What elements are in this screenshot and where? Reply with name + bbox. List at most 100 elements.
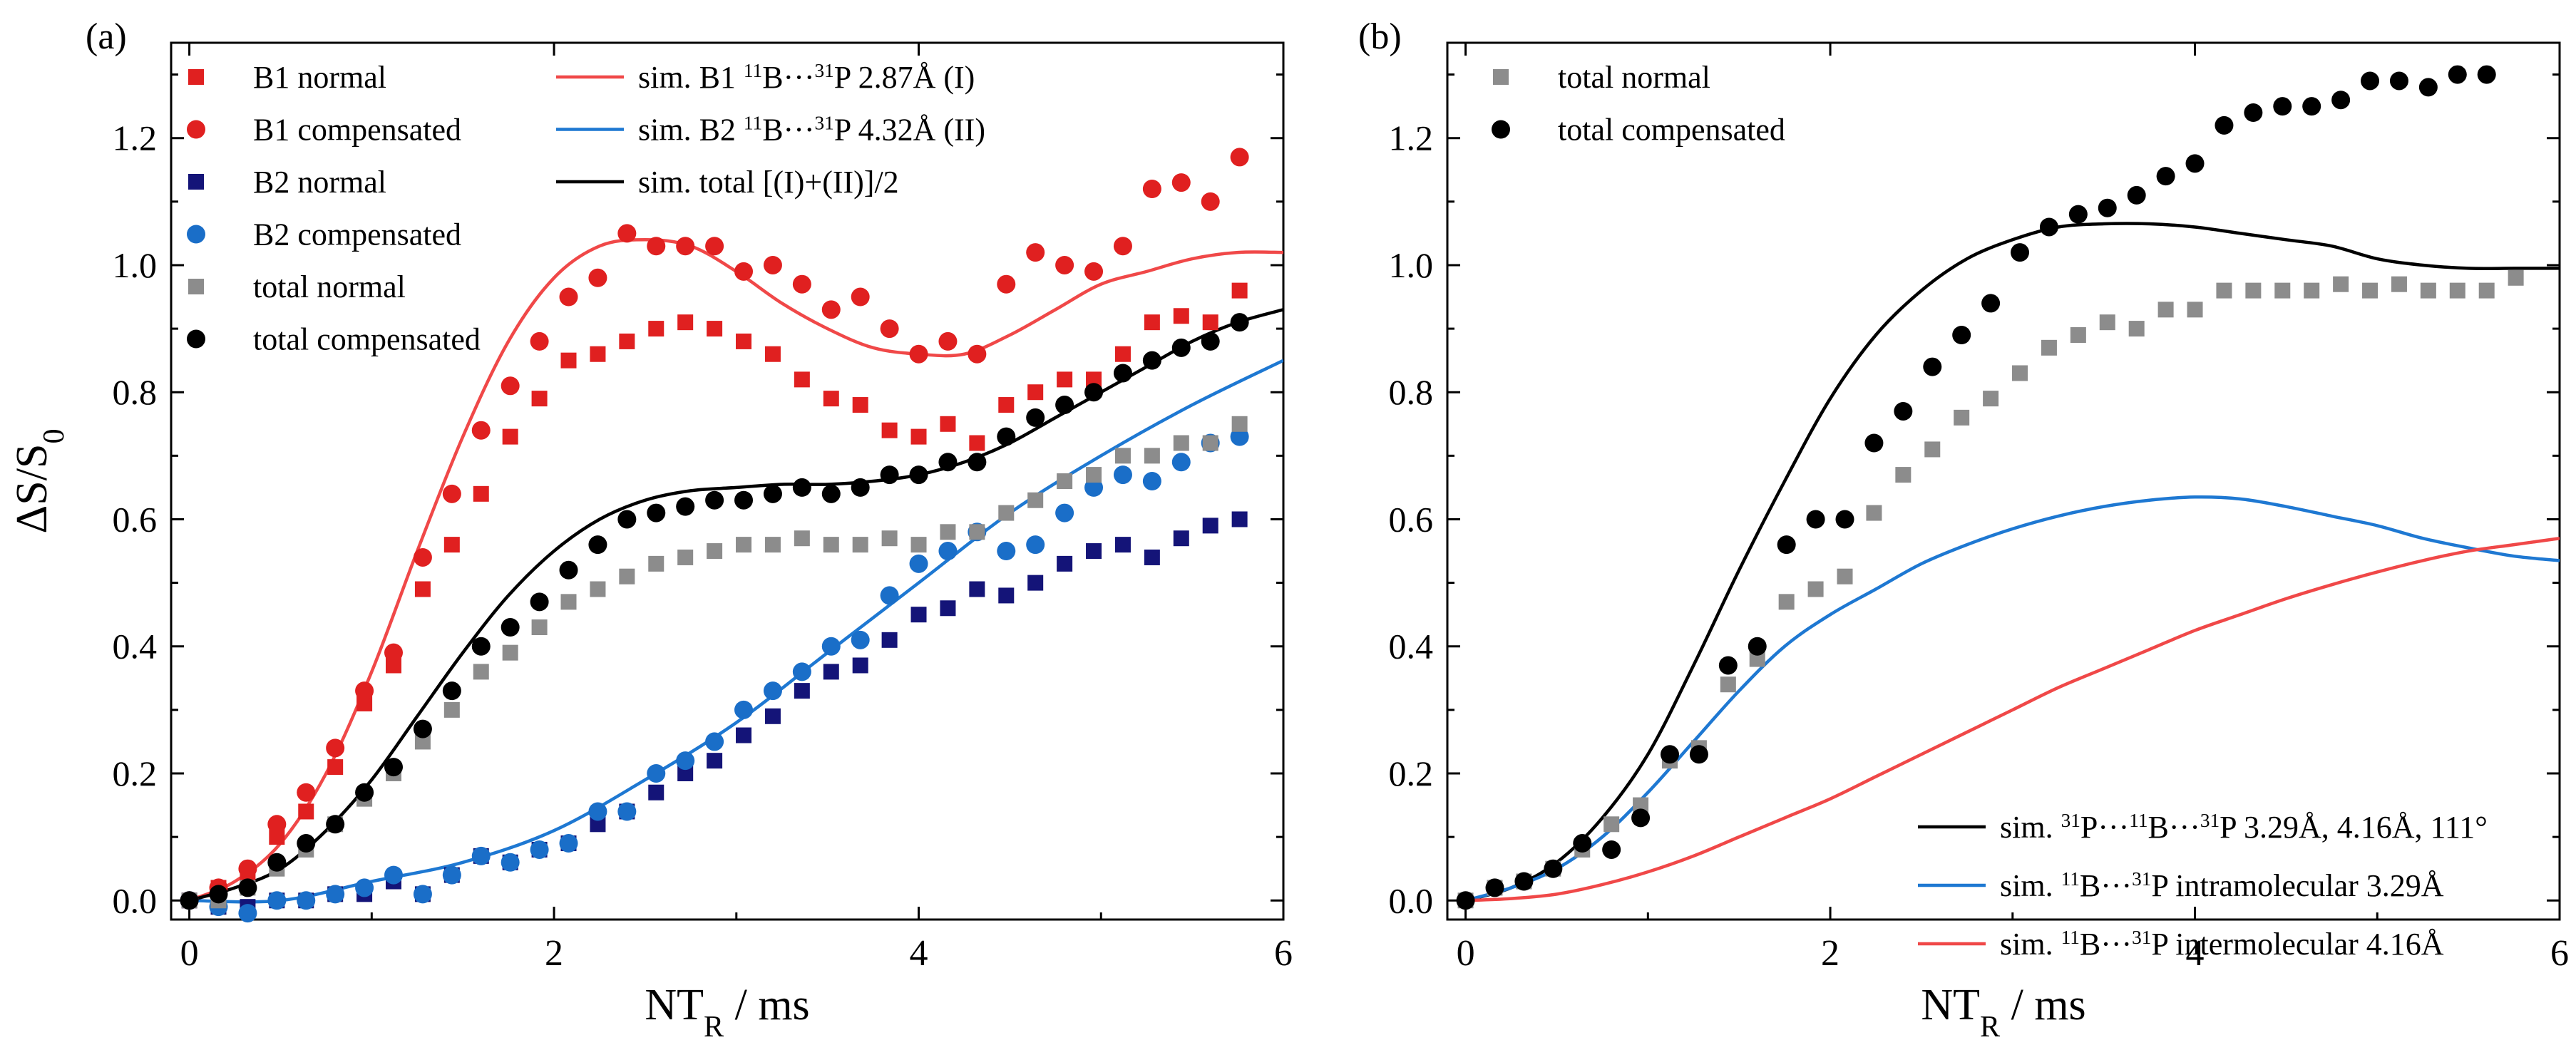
marker-B2-normal xyxy=(1057,555,1073,572)
marker-B1-normal xyxy=(736,333,752,349)
marker-total-compensated xyxy=(2068,205,2088,224)
marker-B1-normal xyxy=(969,435,985,451)
marker-total-normal xyxy=(560,594,577,610)
marker-B1-normal xyxy=(414,581,431,597)
marker-B1-normal xyxy=(590,346,606,362)
marker-total-normal xyxy=(2187,302,2203,318)
marker-total-compensated xyxy=(1689,745,1708,764)
marker-total-compensated xyxy=(180,891,199,910)
marker-total-compensated xyxy=(297,834,316,853)
legend-label: B2 normal xyxy=(253,165,386,200)
marker-total-compensated xyxy=(997,427,1016,446)
marker-total-normal xyxy=(2391,276,2407,292)
marker-B1-compensated xyxy=(1201,192,1220,211)
marker-total-compensated xyxy=(2331,91,2351,110)
marker-B1-compensated xyxy=(384,643,403,662)
y-tick-label: 0.4 xyxy=(113,627,158,666)
marker-total-compensated xyxy=(1661,745,1679,764)
chart-panel-b: 0 2 4 6 0.0 0.2 0.4 0.6 0.8 1.0 1.2 NTR / ms total n… xyxy=(1389,41,2569,1044)
marker-B1-compensated xyxy=(1026,243,1045,262)
marker-total-normal xyxy=(473,664,489,680)
marker-total-compensated xyxy=(880,465,899,485)
marker-B2-normal xyxy=(1144,549,1160,565)
marker-total-normal xyxy=(2128,321,2145,337)
marker-B1-normal xyxy=(852,397,868,413)
marker-total-normal xyxy=(1720,676,1736,693)
marker-total-normal xyxy=(2274,282,2291,299)
marker-total-compensated xyxy=(209,885,228,904)
marker-B2-compensated xyxy=(763,681,782,701)
marker-B1-compensated xyxy=(938,331,958,351)
marker-B2-compensated xyxy=(588,802,607,821)
marker-B1-compensated xyxy=(792,274,811,294)
y-tick-label: 0.4 xyxy=(1389,627,1434,666)
marker-B1-compensated xyxy=(851,287,870,307)
marker-B2-normal xyxy=(764,708,781,724)
marker-B1-normal xyxy=(386,657,401,674)
marker-total-normal xyxy=(414,733,431,750)
marker-total-normal xyxy=(1144,448,1160,464)
marker-B2-compensated xyxy=(442,865,461,885)
marker-total-normal xyxy=(910,537,927,553)
marker-total-compensated xyxy=(1142,351,1161,370)
marker-total-compensated xyxy=(909,465,928,485)
marker-B1-normal xyxy=(327,759,344,776)
x-tick-label: 4 xyxy=(2186,933,2205,974)
legend-marker xyxy=(187,120,205,139)
marker-total-compensated xyxy=(1894,401,1913,421)
marker-B1-normal xyxy=(1057,371,1073,388)
marker-B1-normal xyxy=(1144,314,1160,331)
x-tick-label: 4 xyxy=(910,933,928,974)
marker-total-normal xyxy=(2420,282,2436,299)
legend-label: total compensated xyxy=(1558,113,1785,148)
marker-total-normal xyxy=(2099,314,2115,331)
marker-B1-compensated xyxy=(588,268,607,287)
chart-panel-a: 0 2 4 6 0.0 0.2 0.4 0.6 0.8 1.0 1.2 NTR / ms ΔS/S0 B1… xyxy=(8,41,1293,1044)
marker-total-compensated xyxy=(2215,115,2234,135)
marker-B2-compensated xyxy=(909,554,928,573)
marker-total-normal xyxy=(823,537,839,553)
marker-B2-normal xyxy=(852,657,868,674)
marker-total-compensated xyxy=(238,878,257,897)
marker-total-normal xyxy=(1983,391,1999,407)
marker-total-normal xyxy=(736,537,752,553)
marker-total-normal xyxy=(2362,282,2379,299)
marker-B2-compensated xyxy=(617,802,637,821)
marker-B2-compensated xyxy=(1142,472,1161,490)
x-tick-label: 0 xyxy=(180,933,199,974)
marker-total-compensated xyxy=(851,478,870,497)
y-tick-label: 1.2 xyxy=(113,118,158,158)
marker-B1-compensated xyxy=(968,344,987,364)
marker-B1-normal xyxy=(619,333,635,349)
marker-total-normal xyxy=(764,537,781,553)
marker-total-compensated xyxy=(2448,65,2467,84)
marker-B2-compensated xyxy=(530,840,549,859)
marker-B2-normal xyxy=(940,600,956,617)
marker-B2-normal xyxy=(881,632,898,648)
marker-B2-compensated xyxy=(821,637,841,656)
marker-total-normal xyxy=(531,619,548,635)
marker-B1-compensated xyxy=(1171,173,1191,192)
marker-B1-normal xyxy=(764,346,781,362)
marker-total-normal xyxy=(2449,282,2465,299)
legend-label: sim. 31P···11B···31P 3.29Å, 4.16Å, 111° xyxy=(2000,810,2488,845)
marker-total-compensated xyxy=(384,758,403,777)
marker-total-compensated xyxy=(2011,243,2030,262)
marker-B1-normal xyxy=(560,352,577,369)
marker-B1-compensated xyxy=(267,815,287,834)
marker-B1-normal xyxy=(998,397,1015,413)
marker-total-normal xyxy=(2070,327,2086,343)
marker-total-normal xyxy=(1866,505,1882,521)
marker-B1-compensated xyxy=(909,344,928,364)
marker-total-compensated xyxy=(1981,294,2001,313)
legend-label: total normal xyxy=(253,269,406,304)
marker-B2-compensated xyxy=(1171,453,1191,472)
legend-label: sim. 11B···31P intermolecular 4.16Å xyxy=(2000,927,2444,962)
marker-B1-normal xyxy=(1173,308,1189,324)
marker-total-compensated xyxy=(647,503,666,522)
marker-B1-normal xyxy=(502,428,518,445)
marker-B2-compensated xyxy=(501,853,520,872)
legend-label: total normal xyxy=(1558,60,1710,95)
marker-total-normal xyxy=(852,537,868,553)
